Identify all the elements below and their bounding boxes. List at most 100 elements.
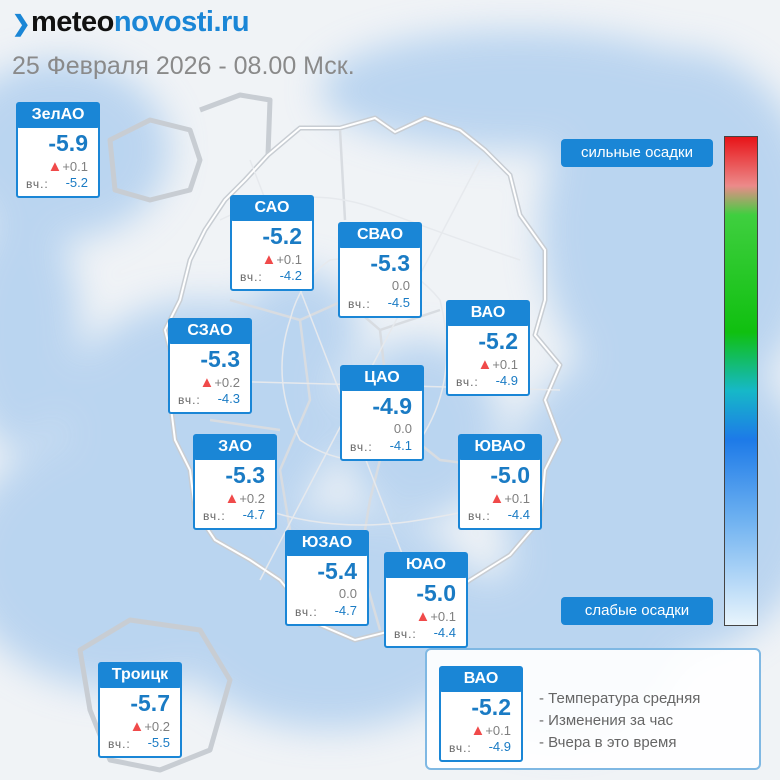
legend-card-title: ВАО <box>439 666 523 692</box>
legend: ВАО -5.2 ▲+0.1 вч.: -4.9 - Температура с… <box>425 648 761 770</box>
district-card[interactable]: СЗАО -5.3 ▲+0.2 вч.: -4.3 <box>168 318 252 414</box>
forecast-date: 25 Февраля 2026 - 08.00 Мск. <box>12 52 355 80</box>
legend-card-temp: -5.2 <box>471 694 511 720</box>
up-triangle-icon: ▲ <box>199 374 215 391</box>
district-name: ЗАО <box>193 434 277 460</box>
district-yesterday-value: -4.4 <box>507 507 530 522</box>
legend-card-change: ▲+0.1 <box>470 722 511 739</box>
district-change-value: 0.0 <box>393 421 412 436</box>
district-yesterday-value: -4.9 <box>495 373 518 388</box>
district-name: ЮАО <box>384 552 468 578</box>
legend-card: ВАО -5.2 ▲+0.1 вч.: -4.9 <box>439 666 523 762</box>
district-change-value: +0.1 <box>430 609 456 624</box>
district-yesterday-value: -4.3 <box>217 391 240 406</box>
district-yesterday-label: вч.: <box>468 509 491 523</box>
district-card[interactable]: ЮАО -5.0 ▲+0.1 вч.: -4.4 <box>384 552 468 648</box>
up-triangle-icon: ▲ <box>47 158 63 175</box>
district-change: 0.0 <box>392 278 410 293</box>
site-logo[interactable]: ❯meteonovosti.ru <box>12 6 250 38</box>
district-card[interactable]: САО -5.2 ▲+0.1 вч.: -4.2 <box>230 195 314 291</box>
district-card[interactable]: ЦАО -4.9 0.0 вч.: -4.1 <box>340 365 424 461</box>
district-yesterday-label: вч.: <box>26 177 49 191</box>
district-change: ▲+0.1 <box>489 490 530 507</box>
district-change: ▲+0.2 <box>199 374 240 391</box>
district-temp: -5.0 <box>416 580 456 606</box>
up-triangle-icon: ▲ <box>470 722 486 739</box>
district-change-value: +0.1 <box>504 491 530 506</box>
district-yesterday-label: вч.: <box>178 393 201 407</box>
district-yesterday-value: -4.4 <box>433 625 456 640</box>
district-change-value: +0.1 <box>492 357 518 372</box>
legend-card-yesterday-value: -4.9 <box>488 739 511 754</box>
district-name: ЮЗАО <box>285 530 369 556</box>
up-triangle-icon: ▲ <box>489 490 505 507</box>
district-yesterday-value: -5.5 <box>147 735 170 750</box>
district-change-value: 0.0 <box>338 586 357 601</box>
district-change-value: +0.1 <box>62 159 88 174</box>
legend-item-hour-change: - Изменения за час <box>539 712 674 729</box>
district-change-value: +0.1 <box>276 252 302 267</box>
district-yesterday-value: -4.7 <box>242 507 265 522</box>
district-card[interactable]: ВАО -5.2 ▲+0.1 вч.: -4.9 <box>446 300 530 396</box>
district-temp: -5.4 <box>317 558 357 584</box>
precipitation-scale-bar <box>724 136 758 626</box>
district-card[interactable]: СВАО -5.3 0.0 вч.: -4.5 <box>338 222 422 318</box>
strong-precip-label: сильные осадки <box>561 139 713 167</box>
district-yesterday-value: -5.2 <box>65 175 88 190</box>
district-name: СЗАО <box>168 318 252 344</box>
district-yesterday-value: -4.5 <box>387 295 410 310</box>
district-change-value: +0.2 <box>239 491 265 506</box>
district-yesterday-value: -4.2 <box>279 268 302 283</box>
district-temp: -5.7 <box>130 690 170 716</box>
district-change: 0.0 <box>394 421 412 436</box>
district-change: ▲+0.1 <box>47 158 88 175</box>
district-card[interactable]: ЗАО -5.3 ▲+0.2 вч.: -4.7 <box>193 434 277 530</box>
district-name: ЦАО <box>340 365 424 391</box>
district-temp: -5.3 <box>200 346 240 372</box>
district-yesterday-label: вч.: <box>348 297 371 311</box>
district-name: ЮВАО <box>458 434 542 460</box>
district-change: ▲+0.2 <box>224 490 265 507</box>
district-card[interactable]: ЗелАО -5.9 ▲+0.1 вч.: -5.2 <box>16 102 100 198</box>
district-card[interactable]: Троицк -5.7 ▲+0.2 вч.: -5.5 <box>98 662 182 758</box>
district-change: ▲+0.2 <box>129 718 170 735</box>
district-yesterday-label: вч.: <box>295 605 318 619</box>
up-triangle-icon: ▲ <box>415 608 431 625</box>
district-yesterday-label: вч.: <box>456 375 479 389</box>
district-yesterday-label: вч.: <box>394 627 417 641</box>
district-change: ▲+0.1 <box>477 356 518 373</box>
district-yesterday-value: -4.1 <box>389 438 412 453</box>
district-temp: -5.2 <box>262 223 302 249</box>
district-yesterday-value: -4.7 <box>334 603 357 618</box>
up-triangle-icon: ▲ <box>129 718 145 735</box>
district-name: Троицк <box>98 662 182 688</box>
district-change-value: +0.2 <box>144 719 170 734</box>
district-change: ▲+0.1 <box>415 608 456 625</box>
up-triangle-icon: ▲ <box>224 490 240 507</box>
district-name: САО <box>230 195 314 221</box>
district-yesterday-label: вч.: <box>350 440 373 454</box>
up-triangle-icon: ▲ <box>261 251 277 268</box>
district-yesterday-label: вч.: <box>240 270 263 284</box>
legend-card-yesterday-label: вч.: <box>449 741 472 755</box>
district-yesterday-label: вч.: <box>108 737 131 751</box>
district-temp: -5.0 <box>490 462 530 488</box>
district-temp: -5.9 <box>48 130 88 156</box>
district-change: 0.0 <box>339 586 357 601</box>
district-change: ▲+0.1 <box>261 251 302 268</box>
district-name: СВАО <box>338 222 422 248</box>
district-change-value: 0.0 <box>391 278 410 293</box>
district-temp: -5.3 <box>370 250 410 276</box>
legend-item-avg-temp: - Температура средняя <box>539 690 701 707</box>
weak-precip-label: слабые осадки <box>561 597 713 625</box>
district-card[interactable]: ЮЗАО -5.4 0.0 вч.: -4.7 <box>285 530 369 626</box>
district-card[interactable]: ЮВАО -5.0 ▲+0.1 вч.: -4.4 <box>458 434 542 530</box>
district-temp: -5.2 <box>478 328 518 354</box>
logo-mark-icon: ❯ <box>12 11 30 36</box>
legend-item-yesterday: - Вчера в это время <box>539 734 677 751</box>
district-yesterday-label: вч.: <box>203 509 226 523</box>
up-triangle-icon: ▲ <box>477 356 493 373</box>
district-name: ЗелАО <box>16 102 100 128</box>
district-temp: -4.9 <box>372 393 412 419</box>
district-temp: -5.3 <box>225 462 265 488</box>
